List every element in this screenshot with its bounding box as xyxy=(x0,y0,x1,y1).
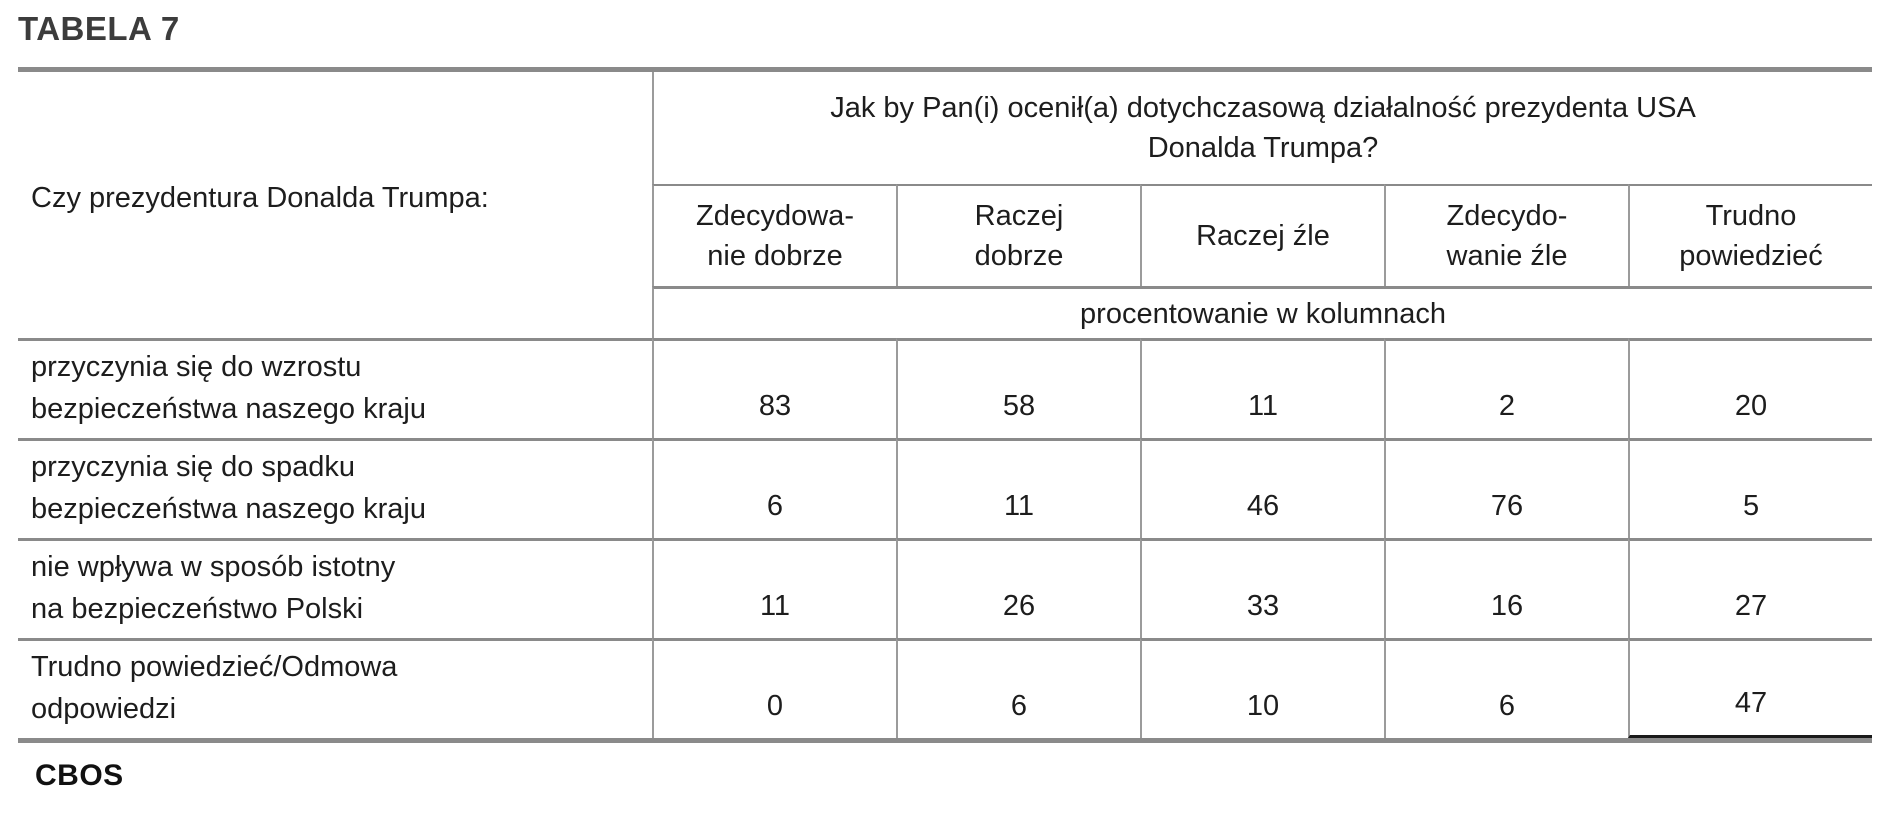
data-cell: 11 xyxy=(896,438,1140,538)
data-cell: 58 xyxy=(896,338,1140,438)
row-label: przyczynia się do spadku bezpieczeństwa … xyxy=(18,438,652,538)
data-cell: 0 xyxy=(652,638,896,738)
document-page: TABELA 7 Czy prezydentura Donalda Trumpa… xyxy=(0,12,1891,826)
table-title: TABELA 7 xyxy=(18,10,180,47)
column-header-raczej-zle: Raczej źle xyxy=(1140,184,1384,286)
data-cell: 46 xyxy=(1140,438,1384,538)
data-cell: 27 xyxy=(1628,538,1873,638)
row-label: przyczynia się do wzrostu bezpieczeństwa… xyxy=(18,338,652,438)
data-cell: 11 xyxy=(652,538,896,638)
unit-note-row: procentowanie w kolumnach xyxy=(18,286,1873,338)
data-cell: 47 xyxy=(1628,638,1873,738)
data-cell: 16 xyxy=(1384,538,1628,638)
row-label: Trudno powiedzieć/Odmowa odpowiedzi xyxy=(18,638,652,738)
results-table: Czy prezydentura Donalda Trumpa: Jak by … xyxy=(18,67,1873,743)
data-cell: 33 xyxy=(1140,538,1384,638)
stub-header-cell: Czy prezydentura Donalda Trumpa: xyxy=(31,182,489,214)
cbos-logo: CBOS xyxy=(35,759,124,792)
table-row: przyczynia się do wzrostu bezpieczeństwa… xyxy=(18,338,1873,438)
question-header-row: Czy prezydentura Donalda Trumpa: Jak by … xyxy=(18,72,1872,214)
data-cell: 6 xyxy=(896,638,1140,738)
data-cell: 20 xyxy=(1628,338,1873,438)
row-label: nie wpływa w sposób istotny na bezpiecze… xyxy=(18,538,652,638)
table-row: nie wpływa w sposób istotny na bezpiecze… xyxy=(18,538,1873,638)
data-cell: 6 xyxy=(1384,638,1628,738)
question-header-cell: Jak by Pan(i) ocenił(a) dotychczasową dz… xyxy=(652,72,1872,184)
column-headers-row: Zdecydowa- nie dobrze Raczej dobrze Racz… xyxy=(18,184,1873,286)
column-header-trudno-powiedziec: Trudno powiedzieć xyxy=(1628,184,1873,286)
data-cell: 76 xyxy=(1384,438,1628,538)
data-cell: 6 xyxy=(652,438,896,538)
data-cell: 26 xyxy=(896,538,1140,638)
column-header-raczej-dobrze: Raczej dobrze xyxy=(896,184,1140,286)
data-cell: 10 xyxy=(1140,638,1384,738)
data-cell: 5 xyxy=(1628,438,1873,538)
table-row: przyczynia się do spadku bezpieczeństwa … xyxy=(18,438,1873,538)
data-cell: 11 xyxy=(1140,338,1384,438)
column-header-zdecydowanie-dobrze: Zdecydowa- nie dobrze xyxy=(652,184,896,286)
table-row: Trudno powiedzieć/Odmowa odpowiedzi 0 6 … xyxy=(18,638,1873,738)
unit-note-cell: procentowanie w kolumnach xyxy=(652,286,1873,338)
data-cell: 2 xyxy=(1384,338,1628,438)
column-header-zdecydowanie-zle: Zdecydo- wanie źle xyxy=(1384,184,1628,286)
data-cell: 83 xyxy=(652,338,896,438)
